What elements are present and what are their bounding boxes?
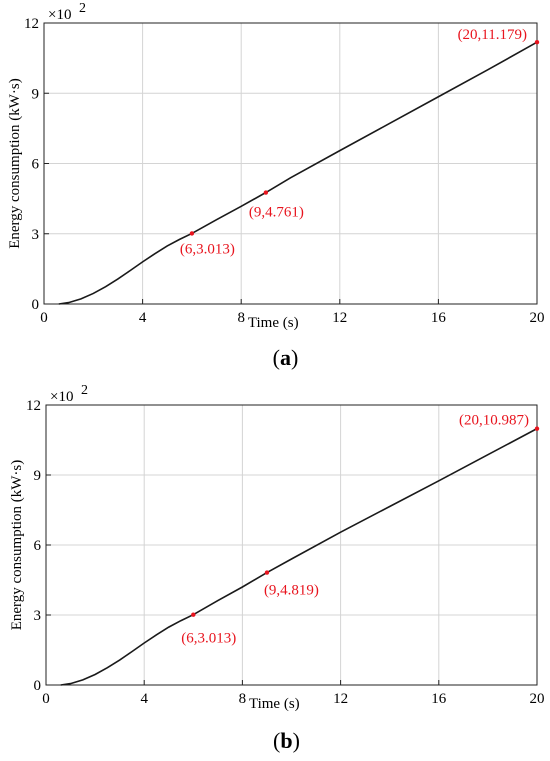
y-tick-label: 0 bbox=[32, 297, 40, 313]
panel-caption: (a) bbox=[273, 345, 299, 370]
caption-close: ) bbox=[293, 728, 300, 753]
caption-open: ( bbox=[273, 728, 280, 753]
x-tick-label: 4 bbox=[139, 310, 147, 326]
data-point-marker bbox=[264, 570, 270, 575]
y-tick-label: 9 bbox=[34, 468, 42, 484]
x-tick-label: 16 bbox=[431, 691, 447, 707]
x-axis-label: Time (s) bbox=[249, 696, 300, 712]
x-tick-label: 20 bbox=[530, 310, 545, 326]
caption-open: ( bbox=[273, 345, 280, 370]
y-tick-label: 6 bbox=[34, 538, 42, 554]
x-tick-label: 4 bbox=[140, 691, 148, 707]
x-tick-label: 16 bbox=[431, 310, 447, 326]
y-tick-label: 3 bbox=[34, 608, 42, 624]
data-point-label: (6,3.013) bbox=[181, 631, 236, 647]
panel-caption: (b) bbox=[273, 728, 300, 753]
y-multiplier-exponent: 2 bbox=[79, 1, 86, 16]
y-axis-label: Energy consumption (kW·s) bbox=[7, 78, 23, 249]
data-point-marker bbox=[263, 190, 269, 195]
x-tick-label: 20 bbox=[530, 691, 545, 707]
y-tick-label: 12 bbox=[24, 16, 39, 32]
y-tick-label: 3 bbox=[32, 227, 40, 243]
series-line bbox=[60, 427, 538, 686]
x-tick-label: 8 bbox=[237, 310, 245, 326]
x-tick-label: 0 bbox=[42, 691, 50, 707]
x-tick-label: 12 bbox=[332, 310, 347, 326]
data-point-marker bbox=[534, 426, 540, 431]
panel-a: 0 4 8 12 16 20 0 3 6 9 12 ×10 2 Time (s) Energy consum… bbox=[7, 1, 545, 370]
data-point-label: (9,4.761) bbox=[249, 205, 304, 221]
data-point-label: (20,11.179) bbox=[458, 27, 527, 43]
data-point-label: (20,10.987) bbox=[459, 413, 529, 429]
x-tick-label: 8 bbox=[239, 691, 247, 707]
data-point-marker bbox=[189, 231, 195, 236]
data-point-marker bbox=[534, 40, 540, 45]
y-multiplier-exponent: 2 bbox=[81, 383, 88, 398]
data-point-label: (6,3.013) bbox=[180, 241, 235, 257]
y-tick-label: 12 bbox=[26, 398, 41, 414]
caption-letter: a bbox=[280, 345, 291, 370]
y-tick-label: 0 bbox=[34, 678, 42, 694]
series-line bbox=[58, 41, 538, 305]
x-tick-label: 12 bbox=[333, 691, 348, 707]
caption-close: ) bbox=[291, 345, 298, 370]
data-point-label: (9,4.819) bbox=[264, 583, 319, 599]
y-axis-label: Energy consumption (kW·s) bbox=[9, 460, 25, 631]
x-tick-label: 0 bbox=[40, 310, 48, 326]
panel-b: 0 4 8 12 16 20 0 3 6 9 12 ×10 2 Time (s) Energy consum… bbox=[9, 383, 545, 753]
y-tick-label: 9 bbox=[32, 86, 40, 102]
x-axis-label: Time (s) bbox=[248, 315, 299, 331]
y-tick-label: 6 bbox=[32, 157, 40, 173]
caption-letter: b bbox=[280, 728, 292, 753]
data-point-marker bbox=[191, 612, 196, 617]
y-multiplier: ×10 bbox=[50, 389, 73, 405]
y-multiplier: ×10 bbox=[48, 7, 71, 23]
